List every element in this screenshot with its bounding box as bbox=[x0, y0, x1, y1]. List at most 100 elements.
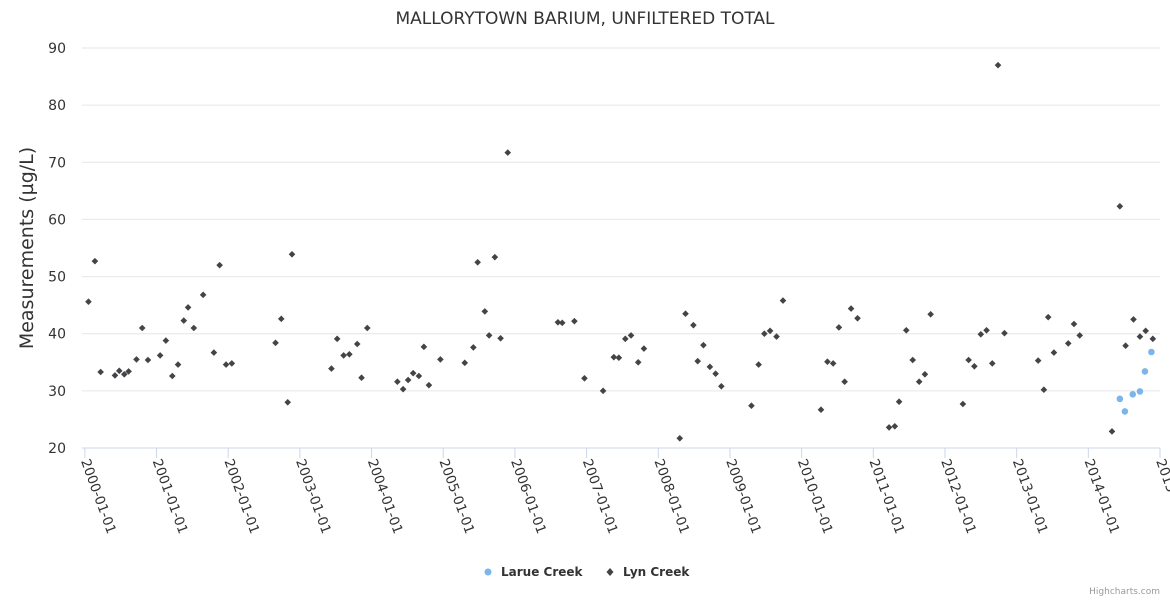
point-lyn-creek[interactable] bbox=[1034, 357, 1042, 364]
point-lyn-creek[interactable] bbox=[1040, 386, 1048, 394]
point-lyn-creek[interactable] bbox=[138, 324, 146, 332]
point-lyn-creek[interactable] bbox=[169, 372, 176, 380]
point-larue-creek[interactable] bbox=[1148, 348, 1155, 356]
point-lyn-creek[interactable] bbox=[156, 352, 164, 359]
point-lyn-creek[interactable] bbox=[1050, 349, 1058, 356]
point-larue-creek[interactable] bbox=[1136, 388, 1144, 395]
legend-item-lyn-creek[interactable]: Lyn Creek bbox=[606, 565, 691, 579]
point-lyn-creek[interactable] bbox=[847, 305, 855, 312]
point-lyn-creek[interactable] bbox=[1064, 340, 1072, 347]
point-lyn-creek[interactable] bbox=[694, 357, 701, 365]
point-lyn-creek[interactable] bbox=[581, 374, 588, 382]
point-lyn-creek[interactable] bbox=[599, 387, 607, 395]
point-lyn-creek[interactable] bbox=[328, 365, 335, 372]
point-lyn-creek[interactable] bbox=[779, 297, 787, 304]
point-lyn-creek[interactable] bbox=[437, 356, 444, 363]
point-lyn-creek[interactable] bbox=[921, 370, 929, 378]
point-lyn-creek[interactable] bbox=[85, 298, 92, 306]
point-lyn-creek[interactable] bbox=[915, 378, 923, 386]
point-lyn-creek[interactable] bbox=[1122, 342, 1129, 350]
point-lyn-creek[interactable] bbox=[491, 253, 499, 261]
point-lyn-creek[interactable] bbox=[162, 337, 170, 344]
point-lyn-creek[interactable] bbox=[1136, 333, 1144, 340]
point-lyn-creek[interactable] bbox=[634, 358, 642, 366]
point-lyn-creek[interactable] bbox=[353, 340, 361, 348]
point-lyn-creek[interactable] bbox=[409, 369, 417, 377]
point-lyn-creek[interactable] bbox=[571, 317, 578, 325]
point-lyn-creek[interactable] bbox=[640, 345, 648, 352]
point-lyn-creek[interactable] bbox=[909, 356, 917, 364]
point-lyn-creek[interactable] bbox=[272, 339, 279, 347]
point-lyn-creek[interactable] bbox=[1044, 313, 1052, 321]
point-lyn-creek[interactable] bbox=[1001, 329, 1008, 337]
point-lyn-creek[interactable] bbox=[228, 360, 236, 367]
point-lyn-creek[interactable] bbox=[1070, 320, 1078, 328]
point-lyn-creek[interactable] bbox=[977, 330, 985, 338]
legend-item-larue-creek[interactable]: Larue Creek bbox=[484, 565, 584, 579]
point-lyn-creek[interactable] bbox=[885, 424, 893, 431]
point-lyn-creek[interactable] bbox=[222, 361, 230, 368]
point-lyn-creek[interactable] bbox=[111, 372, 119, 379]
point-lyn-creek[interactable] bbox=[895, 398, 903, 406]
legend-label-larue-creek[interactable]: Larue Creek bbox=[501, 565, 584, 579]
point-lyn-creek[interactable] bbox=[504, 149, 512, 156]
point-lyn-creek[interactable] bbox=[180, 317, 188, 324]
point-lyn-creek[interactable] bbox=[97, 368, 104, 376]
point-lyn-creek[interactable] bbox=[682, 310, 689, 318]
point-lyn-creek[interactable] bbox=[761, 330, 768, 338]
point-lyn-creek[interactable] bbox=[288, 250, 296, 258]
point-lyn-creek[interactable] bbox=[1116, 202, 1124, 210]
point-lyn-creek[interactable] bbox=[627, 332, 635, 339]
point-lyn-creek[interactable] bbox=[994, 61, 1002, 69]
point-lyn-creek[interactable] bbox=[216, 261, 223, 269]
point-lyn-creek[interactable] bbox=[404, 376, 412, 384]
point-lyn-creek[interactable] bbox=[817, 406, 825, 414]
point-lyn-creek[interactable] bbox=[358, 374, 365, 382]
point-lyn-creek[interactable] bbox=[835, 324, 843, 331]
point-lyn-creek[interactable] bbox=[115, 367, 123, 375]
point-lyn-creek[interactable] bbox=[773, 333, 780, 340]
point-lyn-creek[interactable] bbox=[1076, 332, 1084, 339]
point-lyn-creek[interactable] bbox=[829, 360, 837, 367]
point-lyn-creek[interactable] bbox=[120, 370, 128, 378]
point-lyn-creek[interactable] bbox=[615, 354, 623, 362]
point-lyn-creek[interactable] bbox=[333, 335, 341, 343]
point-lyn-creek[interactable] bbox=[277, 315, 285, 323]
point-lyn-creek[interactable] bbox=[1149, 335, 1157, 343]
point-lyn-creek[interactable] bbox=[1130, 316, 1137, 323]
point-lyn-creek[interactable] bbox=[841, 378, 848, 386]
point-lyn-creek[interactable] bbox=[718, 382, 725, 390]
point-larue-creek[interactable] bbox=[1121, 408, 1129, 415]
point-lyn-creek[interactable] bbox=[927, 310, 934, 318]
point-lyn-creek[interactable] bbox=[824, 358, 831, 366]
point-lyn-creek[interactable] bbox=[755, 361, 762, 368]
point-lyn-creek[interactable] bbox=[1108, 428, 1116, 435]
point-lyn-creek[interactable] bbox=[988, 360, 996, 367]
point-lyn-creek[interactable] bbox=[210, 349, 218, 356]
point-lyn-creek[interactable] bbox=[610, 353, 618, 361]
point-lyn-creek[interactable] bbox=[284, 398, 292, 406]
point-larue-creek[interactable] bbox=[1116, 395, 1124, 403]
point-lyn-creek[interactable] bbox=[971, 362, 978, 370]
point-lyn-creek[interactable] bbox=[125, 368, 132, 375]
point-lyn-creek[interactable] bbox=[340, 352, 347, 359]
point-lyn-creek[interactable] bbox=[748, 402, 755, 410]
point-larue-creek[interactable] bbox=[1129, 390, 1137, 398]
point-lyn-creek[interactable] bbox=[554, 318, 562, 326]
point-lyn-creek[interactable] bbox=[854, 314, 861, 322]
point-lyn-creek[interactable] bbox=[415, 372, 423, 380]
credits-link[interactable]: Highcharts.com bbox=[1089, 587, 1160, 597]
point-lyn-creek[interactable] bbox=[133, 356, 140, 363]
point-lyn-creek[interactable] bbox=[766, 327, 774, 335]
point-lyn-creek[interactable] bbox=[706, 363, 714, 371]
point-lyn-creek[interactable] bbox=[184, 304, 192, 311]
point-lyn-creek[interactable] bbox=[144, 356, 152, 364]
point-lyn-creek[interactable] bbox=[676, 434, 684, 442]
point-lyn-creek[interactable] bbox=[199, 291, 207, 299]
point-lyn-creek[interactable] bbox=[481, 308, 489, 315]
point-lyn-creek[interactable] bbox=[470, 344, 477, 351]
point-lyn-creek[interactable] bbox=[965, 356, 972, 364]
point-lyn-creek[interactable] bbox=[474, 258, 481, 266]
point-larue-creek[interactable] bbox=[1141, 368, 1149, 375]
point-lyn-creek[interactable] bbox=[399, 385, 407, 393]
